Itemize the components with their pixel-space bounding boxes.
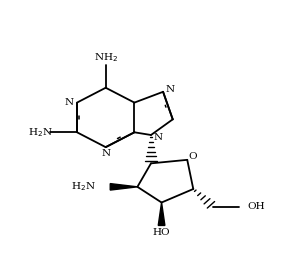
Text: N: N [165, 85, 174, 94]
Text: N: N [101, 149, 110, 158]
Polygon shape [110, 184, 137, 190]
Text: NH$_2$: NH$_2$ [94, 52, 118, 65]
Text: H$_2$N: H$_2$N [71, 180, 96, 193]
Text: HO: HO [153, 228, 170, 237]
Text: N: N [154, 133, 163, 142]
Text: H$_2$N: H$_2$N [28, 126, 53, 139]
Text: N: N [65, 98, 74, 107]
Text: O: O [188, 152, 197, 161]
Polygon shape [158, 202, 165, 225]
Text: OH: OH [247, 202, 265, 211]
